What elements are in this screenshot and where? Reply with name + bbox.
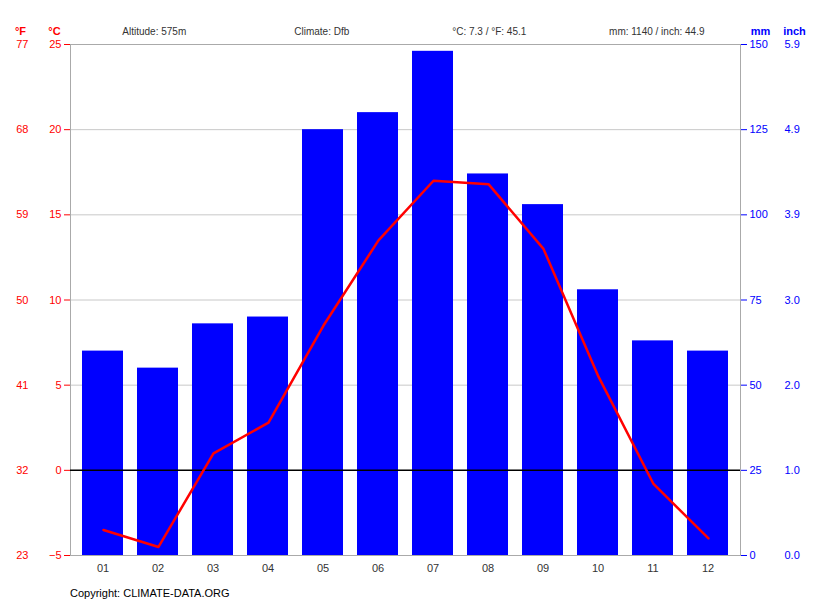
svg-text:06: 06	[372, 562, 384, 574]
svg-text:41: 41	[16, 379, 28, 391]
svg-text:1.0: 1.0	[785, 464, 800, 476]
svg-text:Climate: Dfb: Climate: Dfb	[294, 26, 349, 37]
svg-text:03: 03	[207, 562, 219, 574]
svg-text:20: 20	[49, 123, 61, 135]
svg-text:12: 12	[702, 562, 714, 574]
svg-text:°C: 7.3 / °F: 45.1: °C: 7.3 / °F: 45.1	[452, 26, 527, 37]
svg-text:5.9: 5.9	[785, 38, 800, 50]
svg-text:0: 0	[750, 549, 756, 561]
svg-text:77: 77	[16, 38, 28, 50]
svg-text:32: 32	[16, 464, 28, 476]
svg-text:05: 05	[317, 562, 329, 574]
svg-text:0.0: 0.0	[785, 549, 800, 561]
svg-text:15: 15	[49, 208, 61, 220]
svg-text:10: 10	[49, 294, 61, 306]
html-text:Copyright: CLIMATE-DATA.ORG: Copyright: CLIMATE-DATA.ORG	[70, 587, 230, 599]
svg-text:Altitude: 575m: Altitude: 575m	[122, 26, 186, 37]
svg-text:0: 0	[55, 464, 61, 476]
svg-text:75: 75	[750, 294, 762, 306]
svg-text:09: 09	[537, 562, 549, 574]
svg-text:07: 07	[427, 562, 439, 574]
svg-text:23: 23	[16, 549, 28, 561]
svg-text:125: 125	[750, 123, 768, 135]
svg-text:−5: −5	[49, 549, 62, 561]
svg-text:3.0: 3.0	[785, 294, 800, 306]
svg-text:2.0: 2.0	[785, 379, 800, 391]
svg-text:°C: °C	[48, 25, 60, 37]
svg-text:3.9: 3.9	[785, 208, 800, 220]
svg-text:68: 68	[16, 123, 28, 135]
svg-text:11: 11	[647, 562, 658, 574]
svg-text:01: 01	[97, 562, 109, 574]
svg-text:150: 150	[750, 38, 768, 50]
svg-text:25: 25	[49, 38, 61, 50]
svg-text:25: 25	[750, 464, 762, 476]
svg-text:4.9: 4.9	[785, 123, 800, 135]
svg-text:59: 59	[16, 208, 28, 220]
svg-text:5: 5	[55, 379, 61, 391]
svg-text:100: 100	[750, 208, 768, 220]
svg-text:50: 50	[750, 379, 762, 391]
svg-text:02: 02	[152, 562, 164, 574]
svg-text:50: 50	[16, 294, 28, 306]
svg-text:mm: 1140 / inch: 44.9: mm: 1140 / inch: 44.9	[609, 26, 705, 37]
svg-text:inch: inch	[783, 25, 806, 37]
svg-text:10: 10	[592, 562, 604, 574]
svg-text:mm: mm	[751, 25, 771, 37]
svg-text:°F: °F	[15, 25, 26, 37]
svg-text:08: 08	[482, 562, 494, 574]
svg-text:04: 04	[262, 562, 274, 574]
